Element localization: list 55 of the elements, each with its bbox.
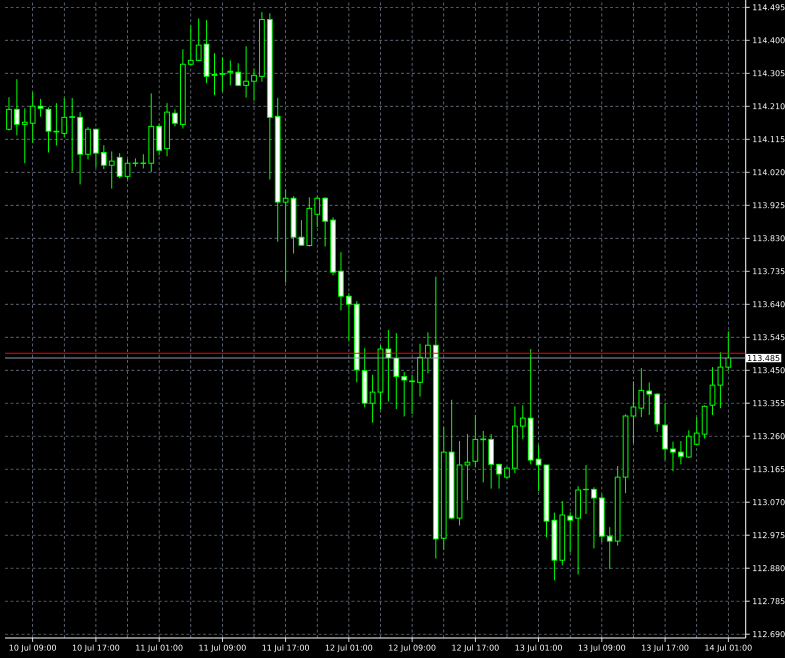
candlestick xyxy=(196,18,202,62)
candlestick xyxy=(409,374,415,414)
candlestick xyxy=(322,196,328,248)
candlestick xyxy=(61,97,68,138)
candlestick xyxy=(536,444,542,492)
candlestick xyxy=(6,96,12,132)
candlestick xyxy=(591,486,597,549)
candlestick xyxy=(686,430,692,459)
candlestick xyxy=(69,97,76,172)
candlestick xyxy=(678,440,684,465)
candlestick xyxy=(212,52,218,96)
candlestick xyxy=(464,434,470,501)
candlestick xyxy=(172,108,178,127)
candlestick xyxy=(38,98,44,118)
candlestick xyxy=(251,68,257,102)
candlestick xyxy=(100,144,107,170)
candlestick xyxy=(46,106,52,153)
candlestick xyxy=(694,416,700,446)
candlestick xyxy=(370,374,376,424)
candlestick xyxy=(393,332,400,410)
candlestick xyxy=(30,92,36,144)
candlestick xyxy=(662,402,668,461)
candlestick xyxy=(401,371,408,417)
candlestick xyxy=(314,196,320,228)
candlestick xyxy=(670,441,676,472)
candlestick xyxy=(22,108,28,164)
candlestick xyxy=(496,464,502,490)
candlestick xyxy=(630,380,636,444)
candlestick xyxy=(188,24,194,66)
candlestick xyxy=(93,128,99,168)
candlestick xyxy=(480,430,486,483)
candlestick xyxy=(520,404,526,440)
candlestick xyxy=(606,526,613,570)
candlestick xyxy=(346,292,352,342)
candlestick xyxy=(646,382,652,416)
candlestick xyxy=(14,78,20,136)
candlestick xyxy=(504,466,510,480)
candlestick xyxy=(282,188,288,284)
candlestick xyxy=(220,56,226,92)
candlestick xyxy=(425,332,431,374)
candlestick xyxy=(54,102,60,146)
candlestick xyxy=(710,366,716,416)
candlestick xyxy=(140,154,147,169)
candlestick xyxy=(472,414,478,468)
candlestick xyxy=(156,122,162,156)
candlestick xyxy=(108,150,115,190)
candlestick xyxy=(235,62,242,87)
candlestick xyxy=(227,60,234,86)
candlestick xyxy=(298,220,304,246)
candlestick xyxy=(116,152,122,179)
candlestick xyxy=(718,352,724,409)
candlestick xyxy=(124,158,130,180)
candlestick xyxy=(243,46,249,98)
candlestick xyxy=(638,368,644,418)
candlestick xyxy=(567,512,574,553)
